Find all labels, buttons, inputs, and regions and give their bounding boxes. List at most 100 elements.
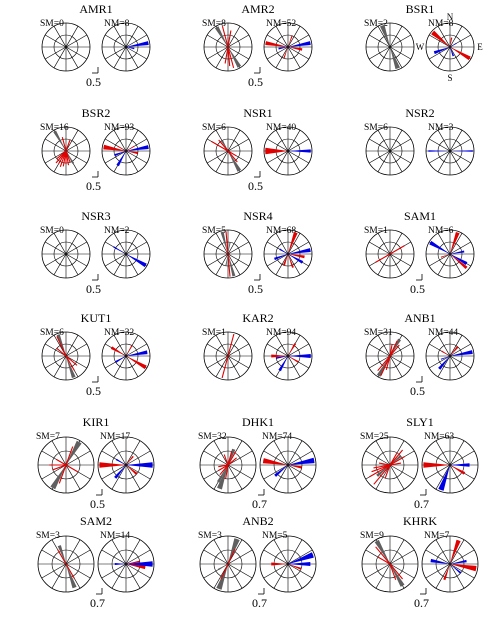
station-title: BSR1 [406,2,435,16]
sm-ray [65,150,71,163]
station-title: ANB2 [242,514,273,528]
sm-ray [65,139,71,152]
nm-blue-petal [288,562,311,566]
sm-rose [203,126,253,176]
sm-ray [377,355,391,372]
sm-ray [223,454,229,466]
nm-blue-petal [429,240,450,254]
sm-count-label: SM=6 [364,123,388,133]
sm-ray [227,451,233,466]
nm-blue-petal [438,465,450,491]
nm-blue-petal [450,43,457,47]
sm-ray [218,139,229,152]
nm-red-petal [450,539,461,564]
sm-ray [224,46,229,64]
scale-label: 0.5 [86,179,101,193]
nm-blue-petal [430,558,450,564]
nm-red-petal [441,350,450,356]
nm-blue-petal [450,564,462,574]
station-panel-nsr3: NSR3 SM=0 NM=2 0.5 [40,209,151,296]
sm-petal [380,24,390,47]
nm-blue-petal [278,47,288,50]
nm-blue-petal [450,350,473,356]
sm-petal [66,564,77,589]
scale-label: 0.5 [90,497,105,511]
sm-count-label: SM=5 [202,226,226,236]
station-title: NSR2 [405,106,434,120]
sm-ray [65,355,75,371]
nm-count-label: NM=3 [428,123,454,133]
nm-blue-petal [438,356,450,370]
sm-count-label: SM=6 [40,328,64,338]
nm-rose [421,535,479,593]
station-panel-dhk1: DHK1 SM=32 NM=74 0.7 [198,415,317,511]
nm-red-petal [431,30,450,47]
nm-red-petal [288,254,294,268]
nm-blue-petal [433,47,450,55]
nm-red-petal [450,346,459,356]
sm-rose [365,22,415,72]
sm-rose [365,331,415,381]
sm-ray [227,457,237,466]
nm-blue-petal [114,563,126,565]
sm-ray [218,464,229,468]
nm-blue-petal [279,248,288,254]
nm-red-petal [288,47,303,51]
station-panel-sly1: SLY1 SM=25 NM=63 0.7 [360,415,479,511]
nm-blue-petal [288,552,314,564]
nm-red-petal [262,458,288,465]
nm-red-petal [126,356,147,370]
sm-petal [53,130,66,151]
sm-ray [220,563,229,580]
nm-red-petal [423,462,450,468]
nm-blue-petal [450,559,467,564]
scale-label: 0.5 [86,384,101,398]
nm-count-label: NM=5 [262,531,288,541]
nm-blue-petal [115,356,126,363]
scale-label: 0.7 [414,596,429,610]
sm-count-label: SM=1 [202,328,226,338]
station-title: AMR1 [79,2,112,16]
sm-ray [219,464,229,476]
sm-count-label: SM=16 [40,123,69,133]
scale-label: 0.7 [414,497,429,511]
station-panel-khrk: KHRK SM=9 NM=7 0.7 [360,514,479,610]
sm-petal [217,465,228,483]
sm-rose [203,22,253,72]
sm-count-label: SM=0 [40,19,64,29]
nm-red-petal [265,147,288,155]
nm-count-label: NM=2 [104,226,130,236]
nm-red-petal [288,254,305,259]
station-title: KUT1 [81,311,112,325]
nm-red-petal [117,145,126,151]
nm-blue-petal [126,350,148,356]
sm-ray [227,46,231,67]
nm-blue-petal [114,151,126,157]
nm-red-petal [126,151,138,155]
nm-red-petal [450,254,468,269]
sm-ray [389,563,397,580]
sm-ray [384,464,391,479]
sm-ray [211,140,229,152]
sm-ray [389,563,404,580]
station-title: KHRK [403,514,437,528]
nm-rose [101,229,151,279]
nm-red-petal [265,41,288,47]
sm-petal [57,545,66,564]
station-title: KIR1 [83,415,110,429]
direction-north: N [447,12,454,22]
sm-count-label: SM=7 [36,432,60,442]
scale-label: 0.7 [90,596,105,610]
nm-red-petal [450,47,471,61]
nm-rose [259,436,317,494]
station-title: NSR3 [81,209,110,223]
sm-ray [221,25,229,48]
nm-red-petal [110,346,126,356]
nm-blue-petal [450,150,473,152]
sm-rose-spoke [53,26,79,68]
sm-ray [221,355,229,379]
sm-ray [389,344,400,357]
sm-ray [58,464,67,484]
